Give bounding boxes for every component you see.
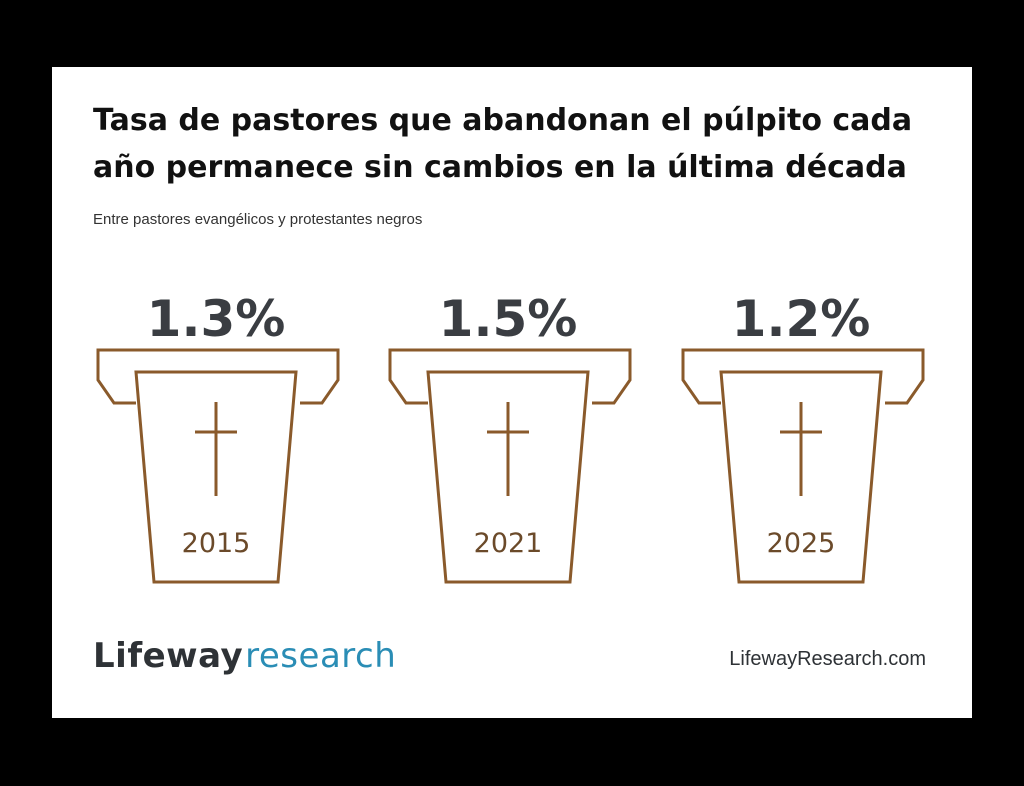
pulpit-body [134, 370, 298, 584]
pulpit-chart: 1.3% 2015 1.5% 2021 1.2% 2025 [96, 290, 925, 584]
chart-title: Tasa de pastores que abandonan el púlpit… [93, 103, 913, 185]
pulpit-icon [96, 348, 340, 405]
logo-research-text: research [245, 636, 397, 676]
year-label: 2021 [474, 528, 543, 559]
year-label: 2025 [767, 528, 836, 559]
value-label: 1.2% [732, 290, 871, 348]
pulpit-body [719, 370, 883, 584]
infographic-card: Tasa de pastores que abandonan el púlpit… [52, 67, 972, 718]
pulpit-icon [388, 348, 632, 405]
year-label: 2015 [182, 528, 251, 559]
lifeway-research-logo: Lifewayresearch [93, 636, 396, 676]
value-label: 1.3% [147, 290, 286, 348]
chart-subtitle: Entre pastores evangélicos y protestante… [93, 211, 423, 228]
pulpit-icon [681, 348, 925, 405]
website-url: LifewayResearch.com [729, 648, 926, 670]
logo-lifeway-text: Lifeway [93, 636, 244, 676]
pulpit-body [426, 370, 590, 584]
value-label: 1.5% [439, 290, 578, 348]
